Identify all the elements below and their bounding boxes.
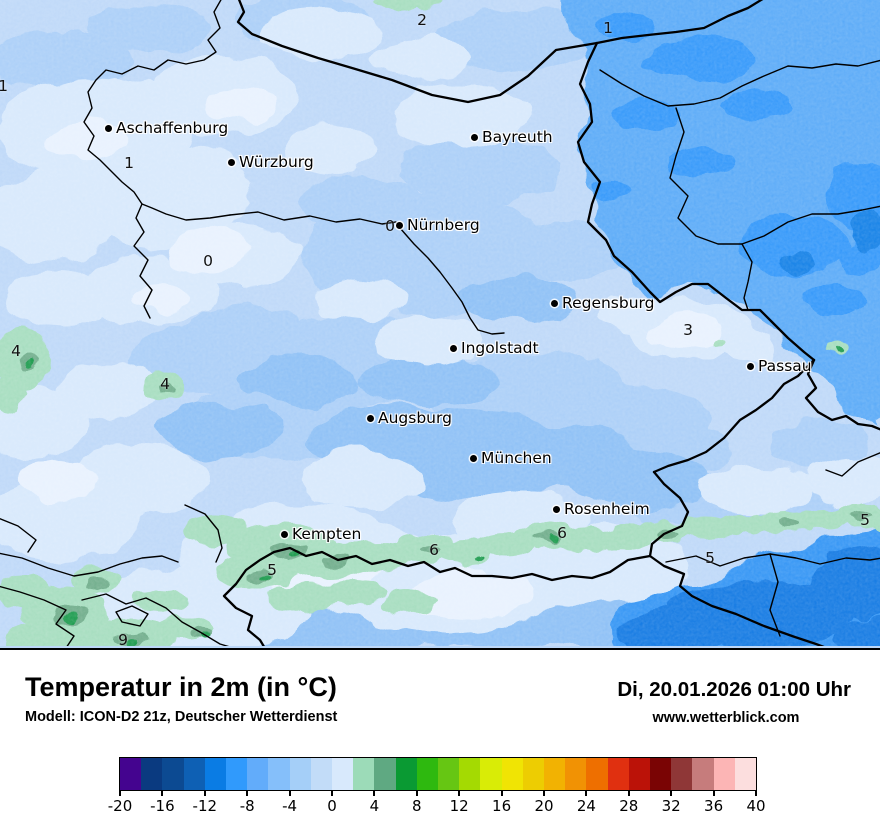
legend-tick-label: 20 (534, 797, 554, 815)
legend-tick-mark (331, 791, 333, 796)
legend-cell (141, 758, 163, 790)
legend-tick-label: -4 (282, 797, 298, 815)
legend-cell (120, 758, 142, 790)
legend-tick-label: -16 (150, 797, 175, 815)
legend-tick-mark (755, 791, 757, 796)
legend-tick-label: 8 (412, 797, 422, 815)
legend-tick-mark (246, 791, 249, 796)
legend-tick-mark (415, 791, 418, 796)
legend-cell (565, 758, 587, 790)
legend-tick-mark (373, 791, 376, 796)
national-borders (222, 0, 880, 646)
regional-borders (0, 0, 880, 646)
legend-cell (607, 758, 629, 790)
legend-cell (226, 758, 248, 790)
legend-tick-label: 0 (327, 797, 337, 815)
legend-cell (480, 758, 502, 790)
legend-tick-mark (627, 791, 630, 796)
map-title: Temperatur in 2m (in °C) (25, 672, 337, 702)
legend-cell (671, 758, 693, 790)
legend-cell (501, 758, 523, 790)
temperature-map: Aschaffenburg Würzburg Bayreuth Nürnberg Reg… (0, 0, 880, 650)
legend-cell (628, 758, 651, 790)
legend-tick-mark (288, 791, 291, 796)
temperature-legend: -20 -16 -12 -8 -4 0 4 8 12 16 20 24 28 32 36 40 (108, 757, 766, 815)
legend-cell (310, 758, 333, 790)
legend-tick-mark (500, 791, 503, 796)
legend-tick-mark (543, 791, 545, 796)
legend-cell (713, 758, 735, 790)
legend-cell (353, 758, 375, 790)
map-datetime: Di, 20.01.2026 01:00 Uhr (617, 678, 851, 701)
legend-tick-mark (458, 791, 461, 796)
legend-cell (395, 758, 417, 790)
legend-tick-mark (161, 791, 164, 796)
legend-tick-label: -12 (192, 797, 218, 815)
model-info: Modell: ICON-D2 21z, Deutscher Wetterdie… (25, 709, 338, 725)
legend-tick-label: 40 (746, 797, 766, 815)
legend-cell (162, 758, 184, 790)
legend-tick-mark (119, 791, 121, 796)
legend-tick-label: 12 (449, 797, 469, 815)
legend-tick-label: 16 (492, 797, 512, 815)
field-grain-texture (0, 0, 880, 646)
legend-cell (692, 758, 714, 790)
legend-cell (332, 758, 354, 790)
legend-tick-mark (712, 791, 715, 796)
legend-tick-mark (670, 791, 673, 796)
legend-tick-label: 24 (576, 797, 596, 815)
legend-tick-label: -20 (107, 797, 133, 815)
legend-cell (438, 758, 460, 790)
legend-ticks: -20 -16 -12 -8 -4 0 4 8 12 16 20 24 28 32 36 40 (108, 791, 766, 815)
legend-cell (268, 758, 290, 790)
legend-tick-label: 36 (704, 797, 724, 815)
legend-cell (204, 758, 227, 790)
legend-cell (289, 758, 311, 790)
legend-cell (459, 758, 481, 790)
legend-cell (544, 758, 566, 790)
legend-cell (522, 758, 545, 790)
legend-cell (650, 758, 672, 790)
legend-tick-label: 28 (619, 797, 639, 815)
legend-cell (734, 758, 757, 790)
border-lines (0, 0, 880, 646)
map-field (0, 0, 880, 646)
legend-cell (416, 758, 439, 790)
legend-tick-mark (203, 791, 206, 796)
legend-cell (247, 758, 269, 790)
legend-cell (586, 758, 608, 790)
legend-cell (374, 758, 396, 790)
legend-tick-label: 4 (369, 797, 380, 815)
legend-bar (119, 757, 757, 791)
legend-tick-label: -8 (239, 797, 255, 815)
legend-tick-label: 32 (661, 797, 681, 815)
legend-tick-mark (585, 791, 588, 796)
website-credit: www.wetterblick.com (652, 710, 800, 726)
legend-cell (183, 758, 205, 790)
